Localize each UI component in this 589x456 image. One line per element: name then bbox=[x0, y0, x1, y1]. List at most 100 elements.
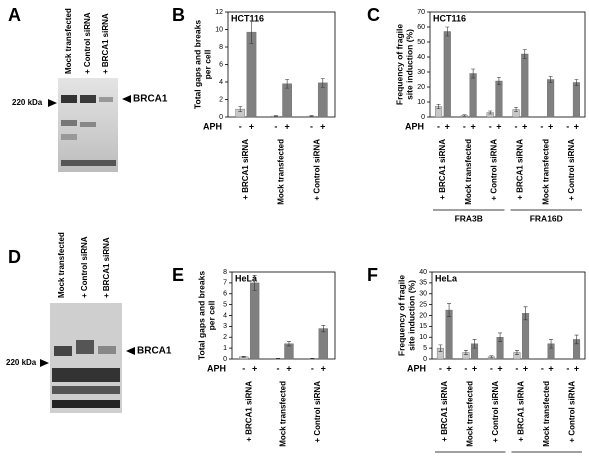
bar bbox=[572, 82, 580, 118]
bar bbox=[317, 82, 328, 118]
group-label: FRA16D bbox=[530, 213, 563, 223]
y-axis-label: site induction (%) bbox=[406, 280, 416, 351]
blot-band bbox=[52, 386, 120, 394]
blot-band bbox=[61, 134, 77, 140]
y-tick-label: 2 bbox=[219, 96, 223, 103]
bar bbox=[469, 73, 477, 118]
error-bar bbox=[496, 76, 501, 86]
y-tick-label: 12 bbox=[215, 9, 223, 16]
aph-label: - bbox=[515, 363, 518, 373]
chart-title: HCT116 bbox=[433, 13, 466, 23]
group-label: FRA3B bbox=[455, 213, 483, 223]
blot-band bbox=[80, 122, 96, 127]
aph-label: + bbox=[286, 363, 291, 373]
aph-label: + bbox=[522, 121, 527, 131]
x-tick-label: + BRCA1 siRNA bbox=[516, 381, 525, 442]
aph-label: - bbox=[464, 363, 467, 373]
lane-label: + BRCA1 siRNA bbox=[101, 13, 110, 74]
aph-label: + bbox=[285, 121, 290, 131]
aph-label: - bbox=[566, 363, 569, 373]
x-tick-label: + BRCA1 siRNA bbox=[516, 139, 525, 200]
lane-label: + BRCA1 siRNA bbox=[102, 237, 111, 298]
bar bbox=[443, 31, 451, 118]
error-bar bbox=[241, 355, 246, 358]
blot bbox=[50, 303, 122, 413]
y-tick-label: 0 bbox=[423, 356, 427, 363]
bar bbox=[249, 282, 260, 360]
error-bar bbox=[438, 344, 443, 352]
arrow bbox=[126, 347, 135, 355]
y-tick-label: 40 bbox=[417, 54, 425, 61]
error-bar bbox=[309, 115, 314, 117]
y-tick-label: 60 bbox=[417, 24, 425, 31]
y-axis-label: per cell bbox=[202, 50, 212, 80]
y-tick-label: 0 bbox=[223, 356, 227, 363]
aph-label: - bbox=[541, 363, 544, 373]
error-bar bbox=[447, 303, 452, 317]
y-tick-label: 15 bbox=[419, 323, 427, 330]
marker-label: 220 kDa bbox=[12, 98, 43, 107]
aph-label: - bbox=[274, 121, 277, 131]
error-bar bbox=[285, 79, 290, 89]
y-tick-label: 10 bbox=[215, 26, 223, 33]
y-tick-label: 6 bbox=[223, 291, 227, 298]
aph-label: + bbox=[445, 121, 450, 131]
error-bar bbox=[462, 114, 467, 117]
y-axis-label: per cell bbox=[206, 301, 216, 331]
aph-label: + bbox=[548, 363, 553, 373]
bar bbox=[495, 80, 503, 118]
aph-label: + bbox=[574, 363, 579, 373]
lane-label: + Control siRNA bbox=[83, 12, 92, 74]
y-tick-label: 30 bbox=[417, 69, 425, 76]
x-axis-label: APH bbox=[407, 363, 426, 373]
aph-label: - bbox=[439, 363, 442, 373]
error-bar bbox=[498, 332, 503, 342]
y-axis-label: Total gaps and breaks bbox=[196, 271, 206, 360]
aph-label: - bbox=[489, 121, 492, 131]
aph-label: + bbox=[320, 121, 325, 131]
y-tick-label: 3 bbox=[223, 323, 227, 330]
lane-label: Mock transfected bbox=[57, 232, 66, 298]
x-axis-label: APH bbox=[203, 121, 222, 131]
x-tick-label: + Control siRNA bbox=[567, 381, 576, 443]
y-tick-label: 6 bbox=[219, 61, 223, 68]
x-tick-label: + BRCA1 siRNA bbox=[438, 139, 447, 200]
aph-label: + bbox=[523, 363, 528, 373]
blot-band bbox=[52, 368, 120, 382]
plot-frame bbox=[429, 11, 586, 118]
chart-title: HeLa bbox=[235, 273, 258, 283]
y-tick-label: 5 bbox=[423, 345, 427, 352]
x-tick-label: + BRCA1 siRNA bbox=[244, 381, 253, 442]
aph-label: + bbox=[321, 363, 326, 373]
blot-band bbox=[98, 346, 116, 354]
error-bar bbox=[463, 350, 468, 355]
x-tick-label: + Control siRNA bbox=[490, 139, 499, 201]
x-tick-label: Mock transfected bbox=[279, 381, 288, 447]
y-tick-label: 4 bbox=[223, 312, 227, 319]
plot-frame bbox=[431, 271, 586, 360]
y-tick-label: 70 bbox=[417, 9, 425, 16]
panel-letter: E bbox=[172, 265, 184, 285]
error-bar bbox=[523, 306, 528, 321]
aph-label: + bbox=[496, 121, 501, 131]
x-tick-label: Mock transfected bbox=[541, 139, 550, 205]
aph-label: - bbox=[277, 363, 280, 373]
aph-label: + bbox=[470, 121, 475, 131]
aph-label: + bbox=[446, 363, 451, 373]
x-tick-label: + Control siRNA bbox=[313, 381, 322, 443]
x-tick-label: Mock transfected bbox=[464, 139, 473, 205]
bar bbox=[282, 83, 292, 118]
lane-label: Mock transfected bbox=[64, 8, 73, 74]
panel-letter: A bbox=[8, 5, 21, 25]
aph-label: - bbox=[311, 363, 314, 373]
aph-label: - bbox=[490, 363, 493, 373]
error-bar bbox=[273, 115, 278, 117]
arrow bbox=[48, 99, 57, 107]
aph-label: - bbox=[540, 121, 543, 131]
aph-label: - bbox=[239, 121, 242, 131]
blot-band bbox=[61, 95, 77, 103]
aph-label: - bbox=[242, 363, 245, 373]
x-tick-label: + BRCA1 siRNA bbox=[241, 139, 250, 200]
y-tick-label: 5 bbox=[223, 301, 227, 308]
error-bar bbox=[321, 324, 326, 333]
